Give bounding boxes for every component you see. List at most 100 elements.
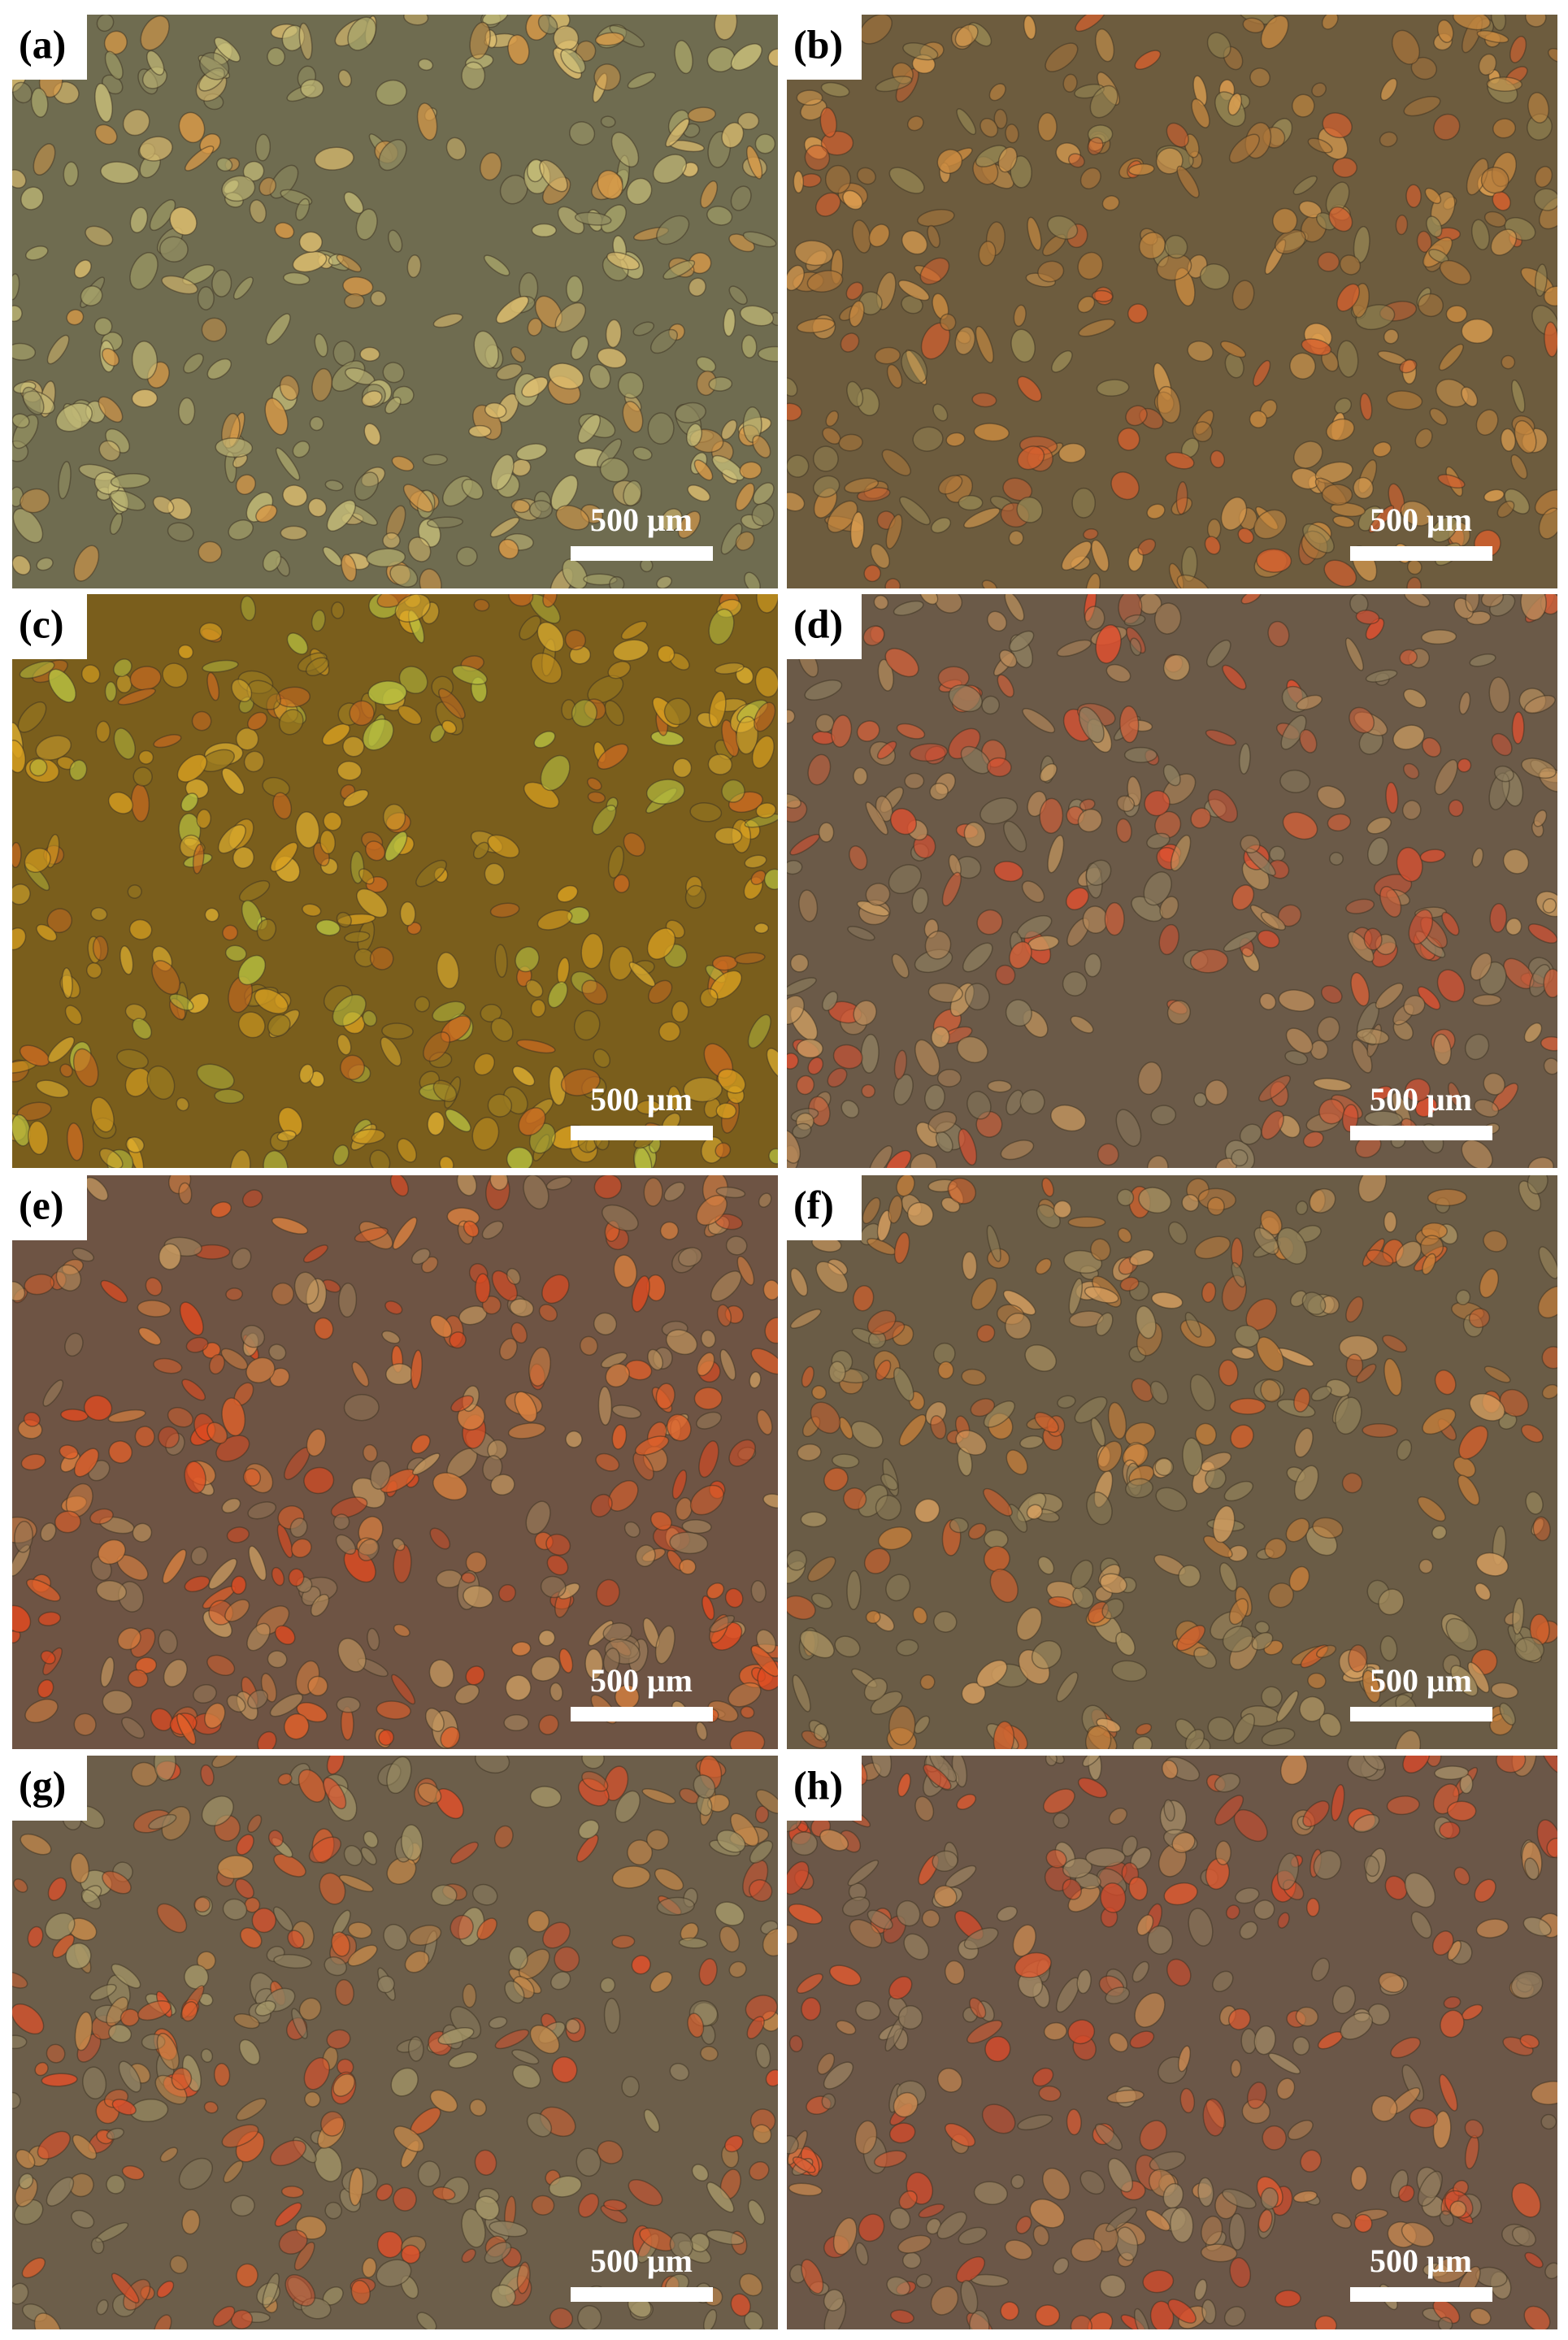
cell	[1426, 215, 1443, 238]
cell	[1056, 1671, 1079, 1703]
cell	[274, 2202, 302, 2227]
cell	[1230, 1424, 1254, 1449]
cell	[1201, 2216, 1223, 2246]
cell	[1382, 1335, 1408, 1353]
cell	[1419, 1235, 1444, 1259]
cell	[1166, 122, 1189, 148]
cell	[343, 1845, 363, 1866]
cell	[93, 317, 113, 336]
cell	[1307, 1672, 1327, 1690]
cell	[1129, 637, 1142, 657]
cell	[20, 488, 50, 514]
cell	[576, 2147, 602, 2177]
cell	[960, 2280, 979, 2315]
cell	[863, 1548, 891, 1574]
cell	[1305, 1897, 1320, 1917]
cell	[54, 1510, 81, 1534]
cell	[577, 2305, 602, 2329]
cell	[1214, 1795, 1244, 1826]
cell	[797, 318, 836, 333]
scale-bar	[571, 1707, 713, 1721]
cell	[1458, 691, 1471, 715]
cell	[254, 133, 271, 162]
cell	[1065, 887, 1089, 910]
cell	[875, 1359, 892, 1381]
cell	[707, 753, 733, 775]
cell	[95, 720, 111, 743]
cell	[347, 1921, 372, 1939]
micrograph-panel: (d)500 μm	[787, 594, 1557, 1168]
cell	[1155, 147, 1184, 175]
cell	[343, 191, 364, 215]
cell	[1239, 1123, 1262, 1145]
cell	[460, 1572, 476, 1584]
cell	[899, 496, 931, 526]
cell	[1547, 47, 1557, 63]
cell	[27, 1925, 44, 1948]
cell	[1359, 393, 1373, 421]
cell	[1372, 441, 1392, 458]
cell	[481, 1220, 504, 1239]
cell	[612, 639, 649, 662]
cell	[1292, 2036, 1310, 2056]
cell	[594, 32, 625, 46]
cell	[875, 1495, 902, 1521]
cell	[1403, 995, 1426, 1016]
cell	[659, 1221, 680, 1240]
cell	[321, 723, 351, 746]
cell	[349, 700, 375, 727]
cell	[1402, 1756, 1431, 1774]
cell	[226, 1526, 250, 1543]
cell	[216, 157, 233, 172]
cell	[1237, 527, 1254, 545]
cell	[787, 402, 802, 422]
cell	[1362, 1423, 1398, 1438]
cell	[238, 879, 271, 902]
cell	[747, 2199, 766, 2225]
cell	[15, 2149, 36, 2169]
cell	[506, 1268, 521, 1285]
cell	[1538, 507, 1557, 540]
cell	[515, 443, 548, 461]
cell	[367, 1627, 380, 1651]
cell	[438, 688, 466, 719]
cells	[12, 594, 778, 1168]
cell	[1032, 2225, 1050, 2247]
cell	[728, 791, 763, 814]
cell	[981, 2103, 1016, 2134]
cell	[849, 1919, 883, 1948]
cell	[510, 346, 526, 363]
cell	[278, 709, 304, 736]
cell	[955, 2255, 986, 2283]
cell	[102, 348, 119, 367]
cell	[667, 1085, 682, 1111]
cell	[311, 367, 333, 402]
cell	[35, 735, 72, 761]
cell	[423, 1031, 451, 1062]
cell	[369, 946, 394, 970]
cell	[681, 1519, 712, 1535]
cell	[983, 1487, 1013, 1517]
cell	[1149, 2300, 1175, 2329]
cell	[1182, 1437, 1203, 1477]
cell	[350, 1128, 386, 1144]
cell	[609, 24, 645, 48]
cell	[432, 1079, 458, 1103]
cell	[330, 1496, 368, 1519]
cell	[751, 502, 775, 527]
cell	[1256, 1336, 1284, 1372]
cell	[412, 1452, 441, 1475]
cell	[115, 673, 132, 694]
cell	[1249, 410, 1268, 429]
cell	[1401, 800, 1422, 820]
cell	[432, 2186, 456, 2201]
cell	[58, 461, 72, 500]
cell	[861, 1083, 876, 1098]
cell	[1519, 2034, 1540, 2049]
cell	[1115, 1631, 1136, 1656]
cell	[336, 254, 362, 273]
cell	[715, 1142, 732, 1158]
cell	[1511, 711, 1525, 745]
cell	[787, 709, 796, 724]
cell	[507, 34, 530, 66]
